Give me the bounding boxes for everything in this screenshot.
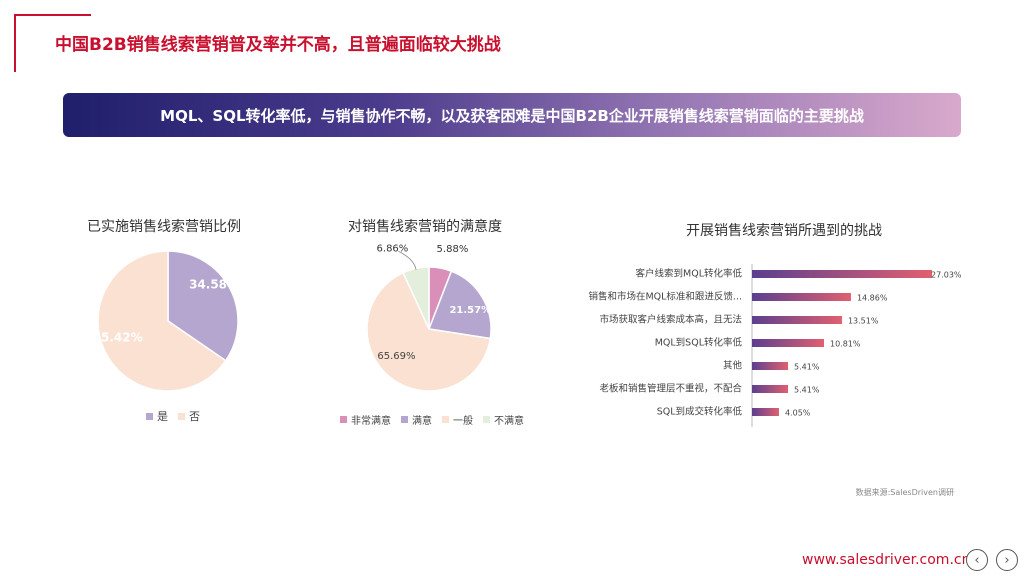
bar-0 xyxy=(752,270,932,278)
bar-6 xyxy=(752,408,779,416)
chevron-left-icon: ‹ xyxy=(974,552,980,568)
pie-slice-1 xyxy=(427,270,492,340)
satisfaction-legend-label-0: 非常满意 xyxy=(351,416,391,427)
implementation-legend-swatch-1 xyxy=(178,412,185,420)
legend-satisfaction: 非常满意 满意 一般 不满意 xyxy=(340,412,524,427)
bar-data-label-2: 13.51% xyxy=(848,317,879,326)
chart-title-satisfaction: 对销售线索营销的满意度 xyxy=(348,219,502,235)
pie-slice-2 xyxy=(366,271,492,392)
bar-data-label-0: 27.03% xyxy=(931,271,962,280)
satisfaction-legend-swatch-1 xyxy=(401,416,408,423)
pie-leader-line-3 xyxy=(398,250,417,270)
implementation-legend-item-0: 是 xyxy=(146,408,168,424)
pie-slice-0 xyxy=(167,250,239,362)
pie-data-label-1: 65.42% xyxy=(93,331,143,345)
next-slide-button[interactable]: › xyxy=(996,549,1018,571)
implementation-legend-label-0: 是 xyxy=(157,410,168,423)
pie-chart-satisfaction: 5.88% 21.57% 65.69% 6.86% xyxy=(366,243,492,392)
satisfaction-legend-item-1: 满意 xyxy=(401,412,432,427)
bar-category-label-1: 销售和市场在MQL标准和跟进反馈... xyxy=(588,291,742,303)
bar-2 xyxy=(752,316,842,324)
bar-category-label-4: 其他 xyxy=(723,360,743,372)
data-source-note: 数据来源:SalesDriven调研 xyxy=(855,488,954,497)
satisfaction-legend-swatch-3 xyxy=(483,416,490,423)
chevron-right-icon: › xyxy=(1004,552,1010,568)
pie-data-label-0: 5.88% xyxy=(437,244,469,255)
bar-category-label-3: MQL到SQL转化率低 xyxy=(655,337,743,349)
bar-1 xyxy=(752,293,851,301)
summary-banner: MQL、SQL转化率低，与销售协作不畅，以及获客困难是中国B2B企业开展销售线索… xyxy=(63,93,961,137)
bar-3 xyxy=(752,339,824,347)
bar-category-label-6: SQL到成交转化率低 xyxy=(657,406,743,418)
pie-data-label-2: 65.69% xyxy=(377,351,415,362)
bar-category-label-2: 市场获取客户线索成本高，且无法 xyxy=(599,314,742,326)
satisfaction-legend-label-1: 满意 xyxy=(412,416,432,427)
implementation-legend-swatch-0 xyxy=(146,412,153,420)
pie-chart-implementation: 34.58% 65.42% xyxy=(93,250,239,392)
satisfaction-legend-label-2: 一般 xyxy=(453,416,473,427)
satisfaction-legend-swatch-0 xyxy=(340,416,347,423)
satisfaction-legend-item-0: 非常满意 xyxy=(340,412,391,427)
previous-slide-button[interactable]: ‹ xyxy=(966,549,988,571)
satisfaction-legend-label-3: 不满意 xyxy=(494,416,524,427)
bar-data-label-1: 14.86% xyxy=(857,294,888,303)
website-link[interactable]: www.salesdriver.com.cn xyxy=(802,552,971,568)
corner-accent-vertical xyxy=(14,14,16,72)
satisfaction-legend-item-2: 一般 xyxy=(442,412,473,427)
summary-banner-text: MQL、SQL转化率低，与销售协作不畅，以及获客困难是中国B2B企业开展销售线索… xyxy=(160,106,864,125)
satisfaction-legend-swatch-2 xyxy=(442,416,449,423)
bar-5 xyxy=(752,385,789,393)
implementation-legend-label-1: 否 xyxy=(189,410,200,423)
bar-category-label-0: 客户线索到MQL转化率低 xyxy=(636,268,743,280)
satisfaction-legend-item-3: 不满意 xyxy=(483,412,524,427)
legend-implementation: 是否 xyxy=(146,408,200,424)
pie-data-label-0: 34.58% xyxy=(189,278,239,292)
corner-accent-horizontal xyxy=(14,14,91,16)
bar-chart-challenges: 客户线索到MQL转化率低 27.03% 销售和市场在MQL标准和跟进反馈... 14.… xyxy=(588,264,962,427)
bar-data-label-6: 4.05% xyxy=(785,409,811,418)
bar-data-label-5: 5.41% xyxy=(794,386,820,395)
implementation-legend-item-1: 否 xyxy=(178,408,200,424)
chart-title-implementation: 已实施销售线索营销比例 xyxy=(87,219,241,235)
bar-data-label-3: 10.81% xyxy=(830,340,861,349)
pie-slice-1 xyxy=(97,250,227,392)
bar-category-label-5: 老板和销售管理层不重视，不配合 xyxy=(599,383,742,395)
bar-4 xyxy=(752,362,789,370)
chart-title-challenges: 开展销售线索营销所遇到的挑战 xyxy=(686,223,882,239)
bar-data-label-4: 5.41% xyxy=(794,363,820,372)
page-title: 中国B2B销售线索营销普及率并不高，且普遍面临较大挑战 xyxy=(55,35,501,55)
pie-data-label-3: 6.86% xyxy=(377,243,409,254)
pie-data-label-1: 21.57% xyxy=(449,305,491,316)
